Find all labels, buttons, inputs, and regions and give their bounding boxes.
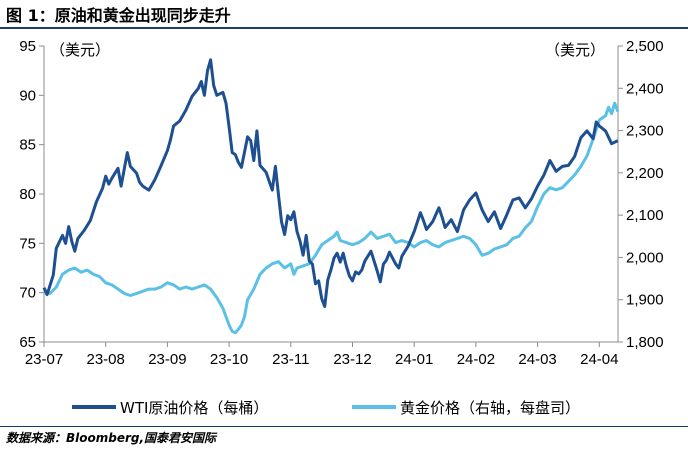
x-tick-label: 23-09 (148, 351, 186, 368)
legend-label-gold: 黄金价格（右轴，每盘司） (400, 399, 580, 417)
x-tick-label: 23-07 (25, 351, 63, 368)
series-layer (42, 58, 620, 335)
left-tick-label: 95 (19, 38, 36, 55)
axes (43, 46, 619, 343)
right-tick-label: 1,800 (626, 334, 664, 351)
x-tick-label: 23-10 (210, 351, 248, 368)
x-tick-label: 23-11 (272, 351, 309, 368)
chart-title: 图 1：原油和黄金出现同步走升 (6, 6, 231, 25)
right-axis-ticks: 2,500 2,400 2,300 2,200 2,100 2,000 1,900 1,800 (618, 38, 664, 351)
legend: WTI原油价格（每桶） 黄金价格（右轴，每盘司） (72, 399, 580, 417)
left-tick-label: 85 (19, 137, 36, 154)
left-tick-label: 90 (19, 87, 36, 104)
legend-label-wti: WTI原油价格（每桶） (120, 399, 268, 417)
right-tick-label: 2,200 (626, 165, 664, 182)
title-rule (0, 27, 688, 29)
x-tick-label: 24-04 (580, 351, 618, 368)
x-tick-label: 23-12 (333, 351, 371, 368)
left-tick-label: 75 (19, 235, 36, 252)
source-note: 数据来源：Bloomberg,国泰君安国际 (6, 431, 217, 445)
left-tick-label: 80 (19, 186, 36, 203)
left-tick-label: 65 (19, 334, 36, 351)
left-axis-unit: （美元） (50, 41, 110, 59)
footer-rule (0, 426, 688, 427)
wti-price-line (42, 58, 619, 308)
x-tick-label: 24-01 (395, 351, 433, 368)
right-tick-label: 1,900 (626, 292, 664, 309)
x-axis-ticks: 23-07 23-08 23-09 23-10 23-11 23-12 24-01 24-02… (25, 342, 618, 368)
gold-price-line (43, 101, 620, 335)
right-tick-label: 2,000 (626, 249, 664, 266)
right-axis-unit: （美元） (545, 41, 605, 59)
x-tick-label: 24-03 (518, 351, 556, 368)
left-tick-label: 70 (19, 285, 36, 302)
right-tick-label: 2,500 (626, 38, 664, 55)
x-tick-label: 23-08 (87, 351, 125, 368)
right-tick-label: 2,300 (626, 123, 664, 140)
left-axis-ticks: 95 90 85 80 75 70 65 (19, 38, 44, 351)
right-tick-label: 2,100 (626, 207, 664, 224)
right-tick-label: 2,400 (626, 80, 664, 97)
x-tick-label: 24-02 (457, 351, 495, 368)
